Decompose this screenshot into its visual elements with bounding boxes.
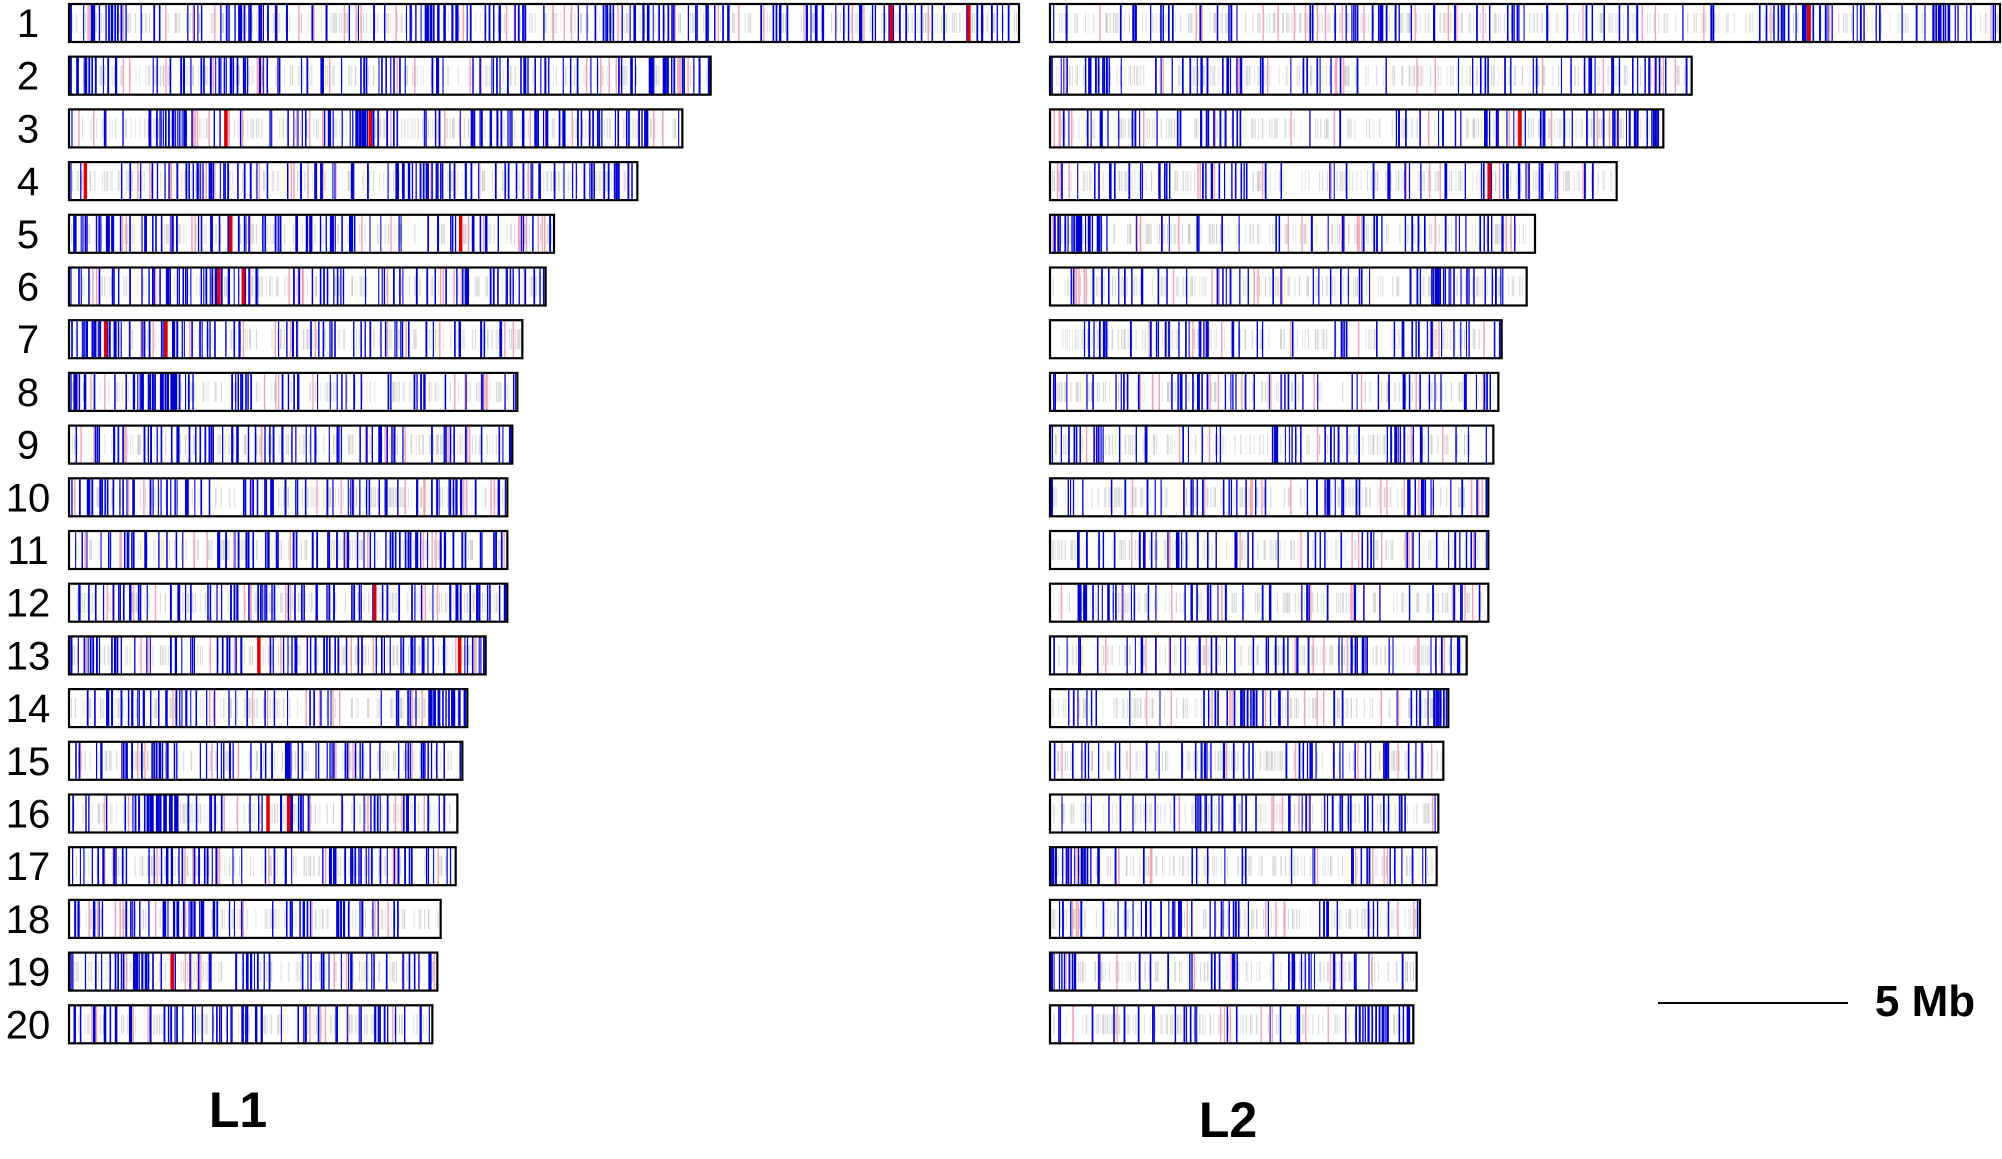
chromosome-number-label: 20 [6,1003,51,1047]
chromosome-number-label: 3 [17,107,39,151]
chromosome-number-label: 5 [17,213,39,257]
chromosome-9-l1: 9 [17,424,514,468]
chromosome-17-l1: 17 [6,845,457,889]
chromosome-14-l1: 14 [6,687,469,731]
chromosome-15-l1: 15 [6,740,464,784]
chromosome-outline [67,108,684,149]
chromosome-16-l1: 16 [6,793,459,837]
chromosome-12-l1: 12 [6,582,509,626]
chromosome-number-label: 16 [6,793,51,837]
chromosome-6-l1: 6 [17,266,547,310]
chromosome-1-l1: 1 [17,2,1021,46]
chromosome-number-label: 13 [6,634,51,678]
chromosome-outline [67,529,509,571]
chromosome-3-l1: 3 [17,107,684,151]
chromosome-outline [67,213,556,254]
chromosome-number-label: 17 [6,845,51,889]
chromosome-11-l1: 11 [7,529,509,573]
chromosome-18-l1: 18 [6,898,442,942]
chromosome-number-label: 4 [17,160,39,204]
chromosome-number-label: 14 [6,687,51,731]
chromosome-number-label: 10 [6,476,51,520]
chromosome-number-label: 2 [17,55,39,99]
chromosome-8-l1: 8 [17,371,519,415]
chromosome-number-label: 12 [6,582,51,626]
chromosome-19-l1: 19 [6,951,439,995]
chromosome-outline [67,740,464,781]
chromosome-outline [67,898,442,940]
chromosome-number-label: 8 [17,371,39,415]
chromosome-10-l1: 10 [6,476,509,520]
chromosome-2-l1: 2 [17,55,712,99]
chromosome-outline [67,319,524,360]
chromosome-number-label: 7 [17,318,39,362]
chromosome-number-label: 6 [17,266,39,310]
chromosome-outline [67,2,1021,44]
chromosome-outline [67,846,457,887]
chromosome-number-label: 11 [7,529,49,573]
chromosome-number-label: 19 [6,951,51,995]
chromosome-outline [67,55,712,96]
chromosome-outline [67,635,487,676]
chromosome-outline [67,951,439,992]
chromosome-number-label: 1 [17,2,39,46]
chromosome-outline [67,371,519,412]
chromosome-outline [67,582,509,623]
chromosome-outline [67,477,509,518]
chromosome-7-l1: 7 [17,318,524,362]
chromosome-outline [67,793,459,834]
chromosome-20-l1: 20 [6,1003,434,1047]
chromosome-number-label: 9 [17,424,39,468]
chromosome-4-l1: 4 [17,160,639,204]
chromosome-outline [67,687,469,729]
chromosome-number-label: 15 [6,740,51,784]
chromosome-number-label: 18 [6,898,51,942]
chromosome-13-l1: 13 [6,634,487,678]
chromosome-outline [67,266,547,307]
chromosome-5-l1: 5 [17,213,556,257]
chromosome-outline [67,424,514,465]
chromosome-outline [67,161,639,202]
